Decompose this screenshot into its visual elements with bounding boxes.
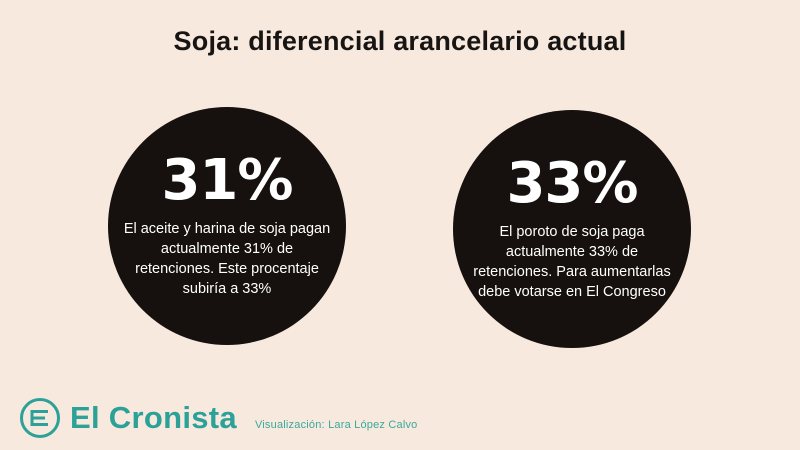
visualization-credit: Visualización: Lara López Calvo — [254, 419, 418, 431]
stat-circle-aceite: 31% El aceite y harina de soja pagan act… — [108, 107, 346, 345]
page-title: Soja: diferencial arancelario actual — [173, 26, 627, 56]
stat-description-poroto: El poroto de soja paga actualmente 33% d… — [473, 224, 671, 300]
el-cronista-logo-icon — [20, 398, 60, 438]
stat-description-aceite: El aceite y harina de soja pagan actualm… — [123, 221, 331, 297]
el-cronista-wordmark: El Cronista — [70, 400, 237, 435]
stat-value-poroto: 33% — [506, 151, 638, 216]
stat-value-aceite: 31% — [161, 148, 293, 213]
footer: El Cronista Visualización: Lara López Ca… — [18, 396, 418, 440]
stat-circle-poroto: 33% El poroto de soja paga actualmente 3… — [453, 110, 691, 348]
